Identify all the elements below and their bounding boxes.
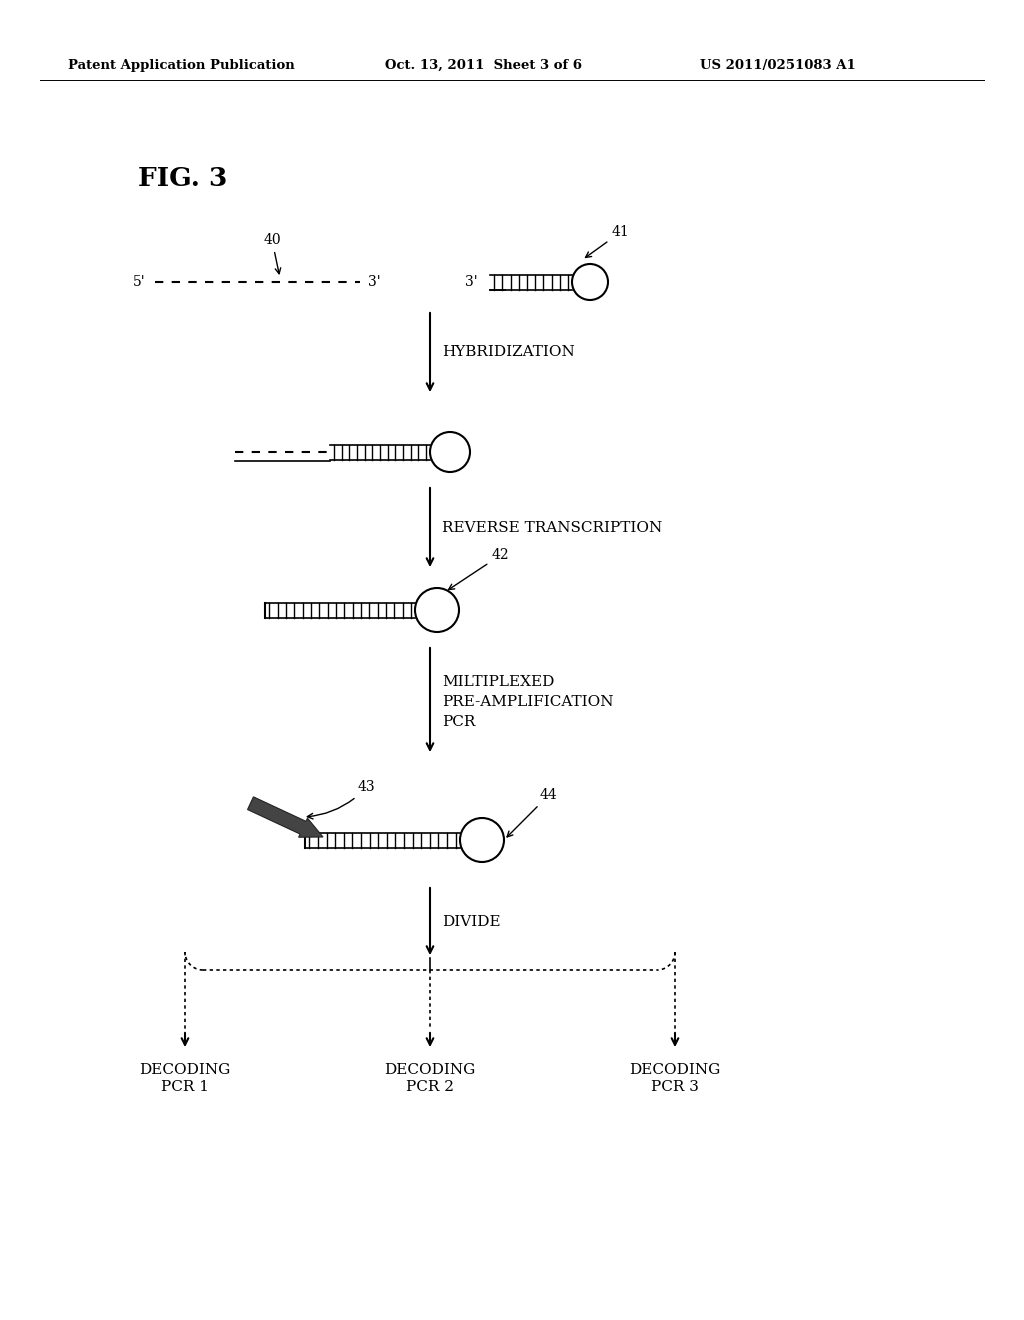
Text: HYBRIDIZATION: HYBRIDIZATION	[442, 346, 574, 359]
Text: DECODING
PCR 3: DECODING PCR 3	[630, 1063, 721, 1094]
Text: MILTIPLEXED: MILTIPLEXED	[442, 675, 554, 689]
Text: Patent Application Publication: Patent Application Publication	[68, 58, 295, 71]
Circle shape	[460, 818, 504, 862]
Text: 5': 5'	[132, 275, 145, 289]
Text: DECODING
PCR 1: DECODING PCR 1	[139, 1063, 230, 1094]
Circle shape	[430, 432, 470, 473]
Text: 42: 42	[449, 548, 510, 590]
Text: DECODING
PCR 2: DECODING PCR 2	[384, 1063, 476, 1094]
Text: FIG. 3: FIG. 3	[138, 165, 227, 190]
Polygon shape	[248, 797, 323, 837]
Text: 44: 44	[507, 788, 558, 837]
Text: REVERSE TRANSCRIPTION: REVERSE TRANSCRIPTION	[442, 520, 663, 535]
Text: 3': 3'	[465, 275, 478, 289]
Text: DIVIDE: DIVIDE	[442, 915, 501, 928]
Text: PCR: PCR	[442, 715, 475, 729]
Text: 40: 40	[263, 234, 281, 273]
Text: Oct. 13, 2011  Sheet 3 of 6: Oct. 13, 2011 Sheet 3 of 6	[385, 58, 582, 71]
Circle shape	[415, 587, 459, 632]
Circle shape	[572, 264, 608, 300]
Text: 3': 3'	[368, 275, 381, 289]
Text: PRE-AMPLIFICATION: PRE-AMPLIFICATION	[442, 696, 613, 709]
Text: 41: 41	[586, 224, 630, 257]
Text: 43: 43	[307, 780, 376, 818]
Text: US 2011/0251083 A1: US 2011/0251083 A1	[700, 58, 856, 71]
